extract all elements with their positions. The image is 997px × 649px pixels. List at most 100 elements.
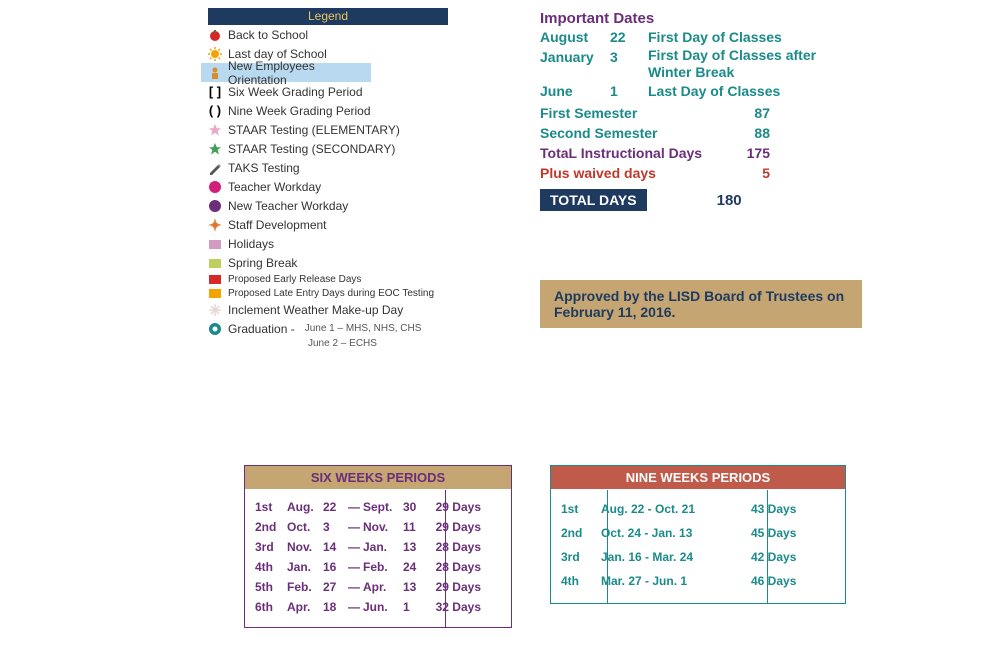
square-icon: [208, 286, 222, 300]
date-row: January3First Day of Classes after Winte…: [540, 47, 860, 81]
circle-icon: [208, 199, 222, 213]
legend-item: TAKS Testing: [208, 158, 448, 177]
six-cell-days: 29 Days: [427, 577, 481, 597]
nine-cell-range: Mar. 27 - Jun. 1: [601, 569, 751, 593]
stat-value: 87: [730, 103, 770, 123]
six-cell-days: 28 Days: [427, 537, 481, 557]
legend-item: Staff Development: [208, 215, 448, 234]
legend-item: New Employees Orientation: [201, 63, 371, 82]
star-icon: [208, 123, 222, 137]
total-days-row: TOTAL DAYS 180: [540, 189, 860, 211]
six-dash: —: [345, 517, 363, 537]
legend-label: Proposed Late Entry Days during EOC Test…: [228, 288, 434, 299]
brackets-icon: [ ]: [208, 85, 222, 99]
six-cell-m1: Apr.: [287, 597, 323, 617]
six-cell-d1: 18: [323, 597, 345, 617]
six-cell-m2: Apr.: [363, 577, 403, 597]
legend-header: Legend: [208, 8, 448, 25]
legend-label: New Employees Orientation: [228, 59, 371, 87]
six-cell-days: 29 Days: [427, 497, 481, 517]
six-cell-m1: Feb.: [287, 577, 323, 597]
six-cell-d1: 16: [323, 557, 345, 577]
important-dates-title: Important Dates: [540, 10, 860, 27]
nine-weeks-header: NINE WEEKS PERIODS: [551, 466, 845, 489]
legend-item: Teacher Workday: [208, 177, 448, 196]
six-cell-d2: 24: [403, 557, 427, 577]
nine-cell-days: 46 Days: [751, 569, 811, 593]
legend-label: Proposed Early Release Days: [228, 274, 361, 285]
legend-item: STAAR Testing (SECONDARY): [208, 139, 448, 158]
stat-row: Second Semester88: [540, 123, 860, 143]
nine-weeks-row: 1stAug. 22 - Oct. 2143 Days: [561, 497, 835, 521]
nine-cell-range: Aug. 22 - Oct. 21: [601, 497, 751, 521]
date-desc: First Day of Classes after Winter Break: [648, 47, 860, 81]
six-cell-m1: Aug.: [287, 497, 323, 517]
circle-icon: [208, 180, 222, 194]
legend-item: Proposed Early Release Days: [208, 272, 448, 286]
date-month: August: [540, 27, 610, 47]
six-cell-d2: 11: [403, 517, 427, 537]
six-cell-d2: 1: [403, 597, 427, 617]
person-icon: [208, 66, 222, 80]
six-cell-ord: 5th: [255, 577, 287, 597]
six-weeks-row: 4thJan.16—Feb.2428 Days: [255, 557, 501, 577]
nine-cell-days: 42 Days: [751, 545, 811, 569]
six-weeks-row: 1stAug.22—Sept.3029 Days: [255, 497, 501, 517]
legend-list: Back to SchoolLast day of SchoolNew Empl…: [208, 25, 448, 349]
stat-label: TotaL Instructional Days: [540, 143, 730, 163]
sun-icon: [208, 47, 222, 61]
six-cell-ord: 6th: [255, 597, 287, 617]
legend-extra: June 1 – MHS, NHS, CHS: [305, 323, 422, 334]
grad-icon: [208, 322, 222, 336]
six-cell-d2: 13: [403, 577, 427, 597]
burst-icon: [208, 218, 222, 232]
stat-row: Plus waived days5: [540, 163, 860, 183]
six-weeks-row: 2ndOct.3—Nov.1129 Days: [255, 517, 501, 537]
six-dash: —: [345, 537, 363, 557]
important-dates-panel: Important Dates August22First Day of Cla…: [540, 10, 860, 211]
legend-label: TAKS Testing: [228, 161, 300, 175]
legend-item: Graduation -June 1 – MHS, NHS, CHS: [208, 319, 448, 338]
six-cell-d1: 22: [323, 497, 345, 517]
date-day: 1: [610, 81, 648, 101]
legend-label: Holidays: [228, 237, 274, 251]
six-cell-d1: 14: [323, 537, 345, 557]
six-cell-m2: Nov.: [363, 517, 403, 537]
legend-item: Inclement Weather Make-up Day: [208, 300, 448, 319]
stat-value: 5: [730, 163, 770, 183]
square-icon: [208, 272, 222, 286]
legend-extra-line: June 2 – ECHS: [308, 338, 448, 349]
legend-label: STAAR Testing (SECONDARY): [228, 142, 395, 156]
six-cell-ord: 4th: [255, 557, 287, 577]
nine-cell-range: Jan. 16 - Mar. 24: [601, 545, 751, 569]
star-icon: [208, 142, 222, 156]
date-day: 3: [610, 47, 648, 67]
six-cell-d1: 27: [323, 577, 345, 597]
six-cell-days: 29 Days: [427, 517, 481, 537]
nine-cell-days: 45 Days: [751, 521, 811, 545]
six-dash: —: [345, 557, 363, 577]
six-weeks-row: 6thApr.18—Jun.132 Days: [255, 597, 501, 617]
legend-panel: Legend Back to SchoolLast day of SchoolN…: [208, 8, 448, 349]
stat-value: 88: [730, 123, 770, 143]
legend-label: New Teacher Workday: [228, 199, 348, 213]
pencil-icon: [208, 161, 222, 175]
approved-banner: Approved by the LISD Board of Trustees o…: [540, 280, 862, 328]
six-cell-ord: 1st: [255, 497, 287, 517]
total-days-value: 180: [717, 192, 742, 209]
six-cell-m2: Sept.: [363, 497, 403, 517]
snow-icon: [208, 303, 222, 317]
legend-item: Back to School: [208, 25, 448, 44]
square-icon: [208, 256, 222, 270]
six-cell-days: 32 Days: [427, 597, 481, 617]
nine-weeks-row: 4thMar. 27 - Jun. 146 Days: [561, 569, 835, 593]
legend-label: Spring Break: [228, 256, 297, 270]
total-days-label: TOTAL DAYS: [540, 189, 647, 211]
nine-weeks-row: 3rdJan. 16 - Mar. 2442 Days: [561, 545, 835, 569]
six-cell-m1: Oct.: [287, 517, 323, 537]
legend-item: STAAR Testing (ELEMENTARY): [208, 120, 448, 139]
stat-label: Second Semester: [540, 123, 730, 143]
date-desc: First Day of Classes: [648, 27, 860, 47]
legend-label: Teacher Workday: [228, 180, 321, 194]
stat-value: 175: [730, 143, 770, 163]
